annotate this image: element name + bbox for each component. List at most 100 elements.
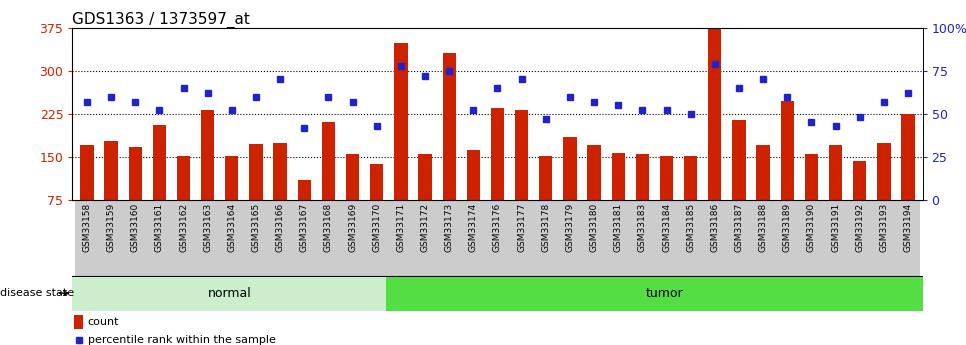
Text: GSM33177: GSM33177 <box>517 203 526 252</box>
Bar <box>752 200 776 276</box>
Bar <box>896 200 920 276</box>
Bar <box>322 122 335 200</box>
Text: GSM33193: GSM33193 <box>879 203 889 252</box>
Bar <box>607 200 630 276</box>
Bar <box>147 200 172 276</box>
Bar <box>177 156 190 200</box>
Bar <box>727 200 752 276</box>
Bar <box>225 156 239 200</box>
Bar <box>317 200 341 276</box>
Text: normal: normal <box>208 287 251 300</box>
Bar <box>660 156 673 200</box>
Bar <box>298 180 311 200</box>
Bar <box>655 200 678 276</box>
Bar <box>853 161 867 200</box>
Bar <box>901 114 915 200</box>
Text: GSM33176: GSM33176 <box>493 203 502 252</box>
Text: GSM33190: GSM33190 <box>807 203 816 252</box>
Text: GSM33172: GSM33172 <box>420 203 430 252</box>
Bar <box>775 200 799 276</box>
Text: GSM33189: GSM33189 <box>782 203 792 252</box>
Bar <box>104 141 118 200</box>
Bar <box>201 110 214 200</box>
Text: GSM33167: GSM33167 <box>299 203 309 252</box>
Text: GSM33184: GSM33184 <box>662 203 671 252</box>
Bar <box>249 144 263 200</box>
Text: GSM33160: GSM33160 <box>130 203 140 252</box>
Bar <box>805 154 818 200</box>
Text: GSM33174: GSM33174 <box>469 203 478 252</box>
Bar <box>702 200 726 276</box>
Text: GSM33173: GSM33173 <box>444 203 454 252</box>
Bar <box>341 200 365 276</box>
Bar <box>153 125 166 200</box>
Bar <box>172 200 195 276</box>
Bar <box>99 200 124 276</box>
Text: GSM33181: GSM33181 <box>613 203 623 252</box>
Text: GDS1363 / 1373597_at: GDS1363 / 1373597_at <box>72 11 250 28</box>
Bar <box>80 146 94 200</box>
Text: GSM33186: GSM33186 <box>710 203 720 252</box>
Bar <box>437 200 462 276</box>
Bar <box>273 142 287 200</box>
Bar <box>220 200 243 276</box>
Bar <box>631 200 655 276</box>
Bar <box>75 200 99 276</box>
Bar <box>756 146 770 200</box>
Text: GSM33161: GSM33161 <box>155 203 164 252</box>
Bar <box>781 101 794 200</box>
Bar <box>872 200 896 276</box>
Bar <box>587 146 601 200</box>
Text: GSM33168: GSM33168 <box>324 203 333 252</box>
Bar <box>269 200 292 276</box>
Text: GSM33180: GSM33180 <box>589 203 599 252</box>
Bar <box>539 156 553 200</box>
Bar <box>128 147 142 200</box>
Text: tumor: tumor <box>645 287 683 300</box>
Bar <box>124 200 147 276</box>
Text: GSM33179: GSM33179 <box>565 203 575 252</box>
Text: GSM33183: GSM33183 <box>638 203 647 252</box>
Text: percentile rank within the sample: percentile rank within the sample <box>88 335 275 345</box>
Bar <box>611 153 625 200</box>
Bar <box>72 276 386 310</box>
Text: GSM33170: GSM33170 <box>372 203 382 252</box>
Text: count: count <box>88 317 119 327</box>
Bar <box>442 53 456 200</box>
Text: GSM33185: GSM33185 <box>686 203 696 252</box>
Text: GSM33158: GSM33158 <box>82 203 92 252</box>
Bar <box>636 154 649 200</box>
Bar <box>243 200 269 276</box>
Bar <box>582 200 607 276</box>
Bar <box>732 120 746 200</box>
Bar <box>800 200 823 276</box>
Bar <box>346 154 359 200</box>
Bar <box>467 150 480 200</box>
Text: GSM33165: GSM33165 <box>251 203 261 252</box>
Text: GSM33191: GSM33191 <box>831 203 840 252</box>
Bar <box>292 200 316 276</box>
Text: disease state: disease state <box>0 288 74 298</box>
Text: GSM33178: GSM33178 <box>541 203 551 252</box>
Bar <box>462 200 485 276</box>
Text: GSM33166: GSM33166 <box>275 203 285 252</box>
Bar <box>558 200 582 276</box>
Bar <box>684 156 697 200</box>
Bar <box>418 154 432 200</box>
Bar <box>388 200 413 276</box>
Text: GSM33188: GSM33188 <box>758 203 768 252</box>
Text: GSM33159: GSM33159 <box>106 203 116 252</box>
Bar <box>708 29 722 200</box>
Bar <box>510 200 534 276</box>
Text: GSM33192: GSM33192 <box>855 203 865 252</box>
Text: GSM33169: GSM33169 <box>348 203 357 252</box>
Bar <box>829 146 842 200</box>
Bar <box>533 200 557 276</box>
Bar <box>386 276 932 310</box>
Text: GSM33163: GSM33163 <box>203 203 213 252</box>
Bar <box>195 200 220 276</box>
Text: GSM33187: GSM33187 <box>734 203 744 252</box>
Bar <box>491 108 504 200</box>
Bar <box>365 200 388 276</box>
Text: GSM33194: GSM33194 <box>903 203 913 252</box>
